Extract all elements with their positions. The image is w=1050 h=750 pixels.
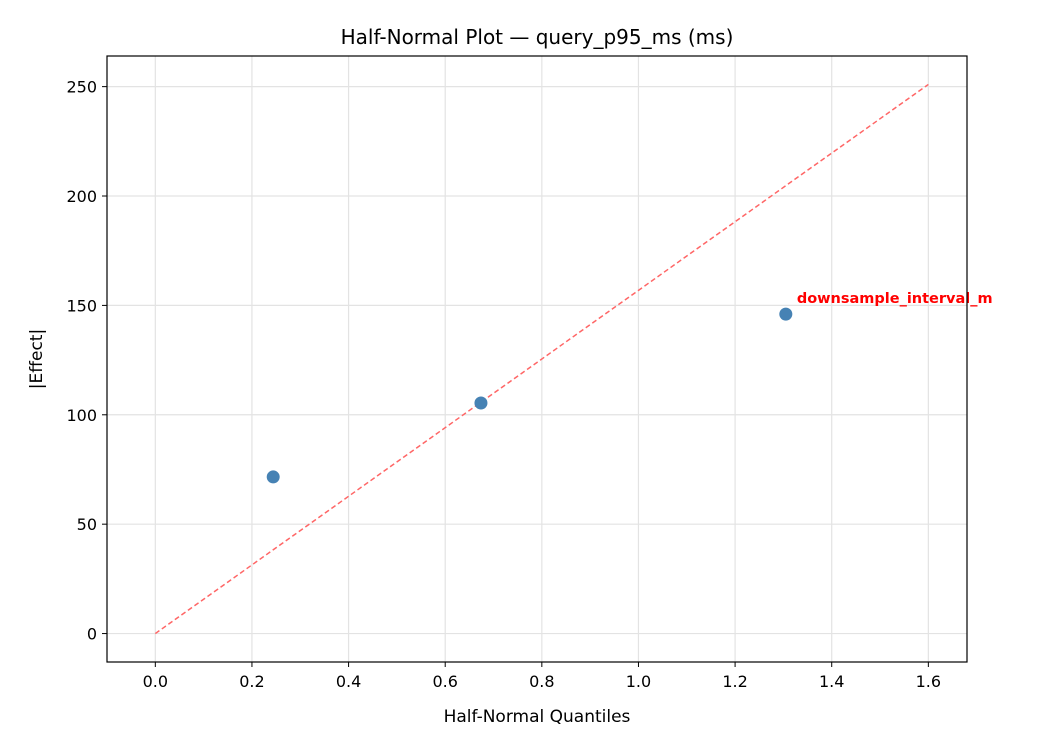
- x-tick-label: 1.4: [819, 672, 844, 691]
- data-point: [474, 396, 488, 410]
- plot-frame: [106, 55, 968, 663]
- y-tick-label: 200: [66, 187, 97, 206]
- y-tick-label: 0: [87, 625, 97, 644]
- x-tick-label: 1.0: [626, 672, 651, 691]
- chart-title: Half-Normal Plot — query_p95_ms (ms): [341, 25, 734, 49]
- data-point: [266, 470, 280, 484]
- reference-line: [154, 83, 929, 635]
- grid: [107, 56, 967, 662]
- y-axis-label: |Effect|: [27, 329, 47, 389]
- x-tick-label: 0.0: [143, 672, 168, 691]
- x-tick-label: 0.8: [529, 672, 554, 691]
- x-tick-label: 1.2: [722, 672, 747, 691]
- x-axis-label: Half-Normal Quantiles: [444, 707, 631, 727]
- x-tick-label: 0.6: [432, 672, 457, 691]
- x-tick-label: 0.4: [336, 672, 361, 691]
- points: downsample_interval_m: [266, 291, 993, 484]
- x-tick-label: 0.2: [239, 672, 264, 691]
- y-tick-label: 250: [66, 78, 97, 97]
- x-tick-label: 1.6: [916, 672, 941, 691]
- y-tick-label: 100: [66, 406, 97, 425]
- y-tick-label: 150: [66, 296, 97, 315]
- y-tick-label: 50: [77, 515, 97, 534]
- point-label: downsample_interval_m: [797, 291, 993, 307]
- data-point: [779, 307, 793, 321]
- ticks: 0.0 0.2 0.4 0.6 0.8 1.0 1.2 1.4 1.6 0 50 100 150 200 2…: [66, 78, 941, 691]
